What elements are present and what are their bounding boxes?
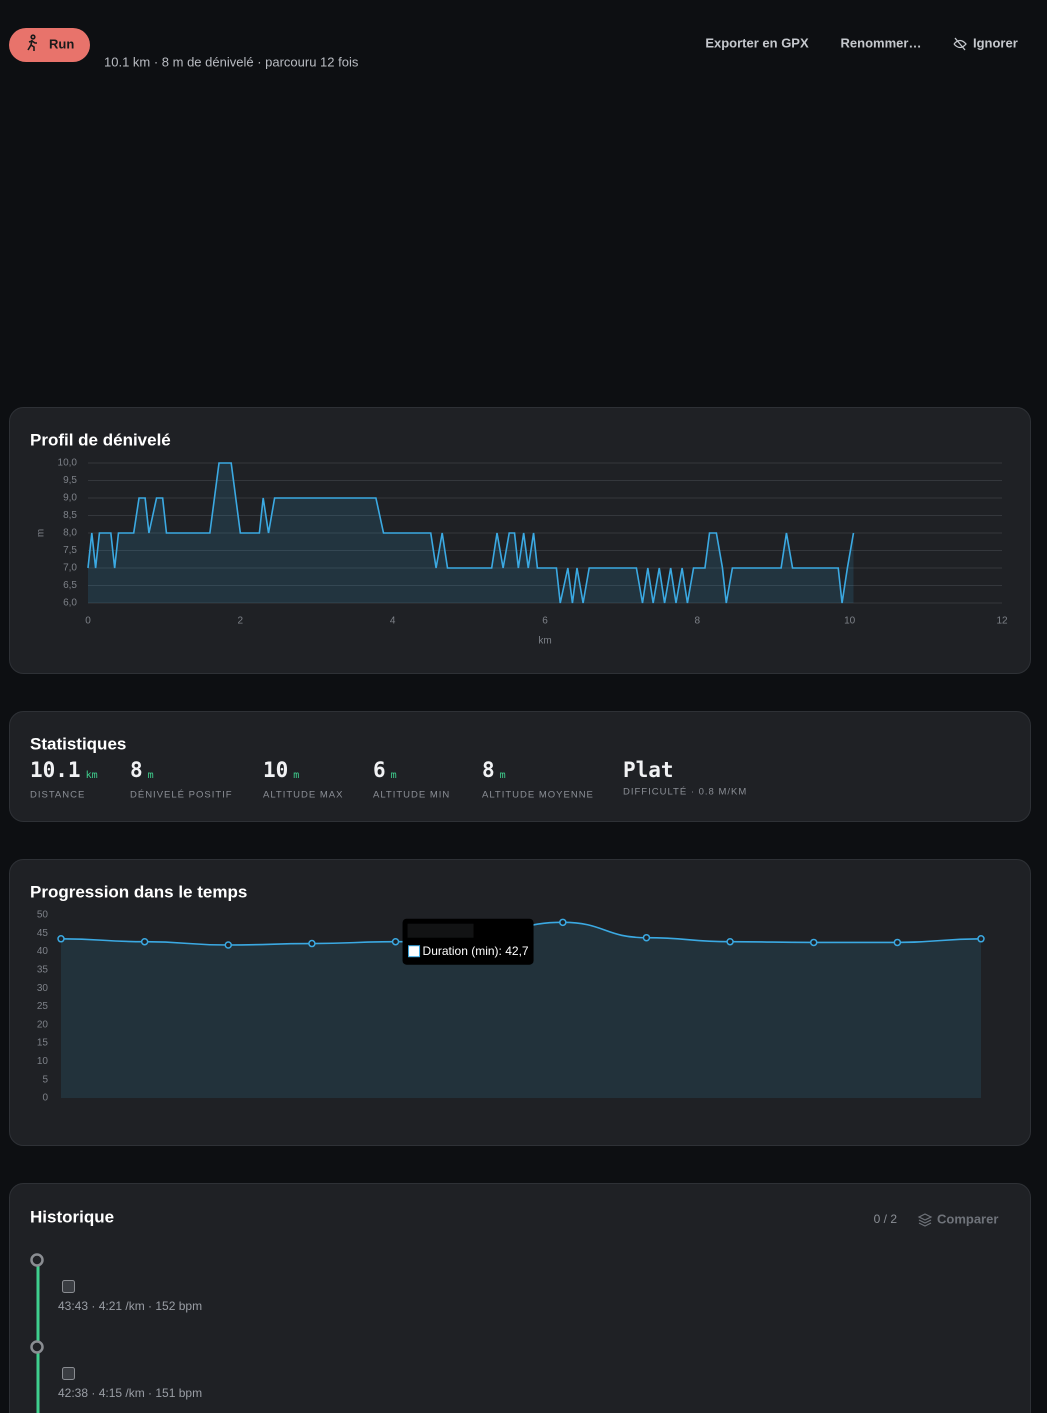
y-tick-label: 9,0 (63, 493, 77, 504)
y-axis-label: m (36, 529, 47, 537)
y-tick-label: 40 (37, 946, 49, 957)
y-tick-label: 7,0 (63, 563, 77, 574)
y-tick-label: 35 (37, 965, 49, 976)
duration-point (726, 937, 734, 946)
stat-unit: km (86, 770, 98, 781)
history-entry: 43:43 · 4:21 /km · 152 bpm (58, 1299, 202, 1313)
runner-icon (27, 34, 37, 51)
duration-point (977, 935, 985, 943)
x-tick-label: 0 (85, 616, 91, 627)
duration-point (57, 935, 65, 943)
stats-card (9, 711, 1031, 822)
card-title: Progression dans le temps (30, 882, 247, 901)
y-tick-label: 20 (37, 1019, 49, 1030)
stat-value: 8 (482, 758, 495, 782)
stat-value: 6 (373, 758, 386, 782)
y-tick-label: 10,0 (58, 458, 78, 469)
y-tick-label: 30 (37, 983, 49, 994)
y-tick-label: 5 (42, 1074, 48, 1085)
card-title: Historique (30, 1207, 114, 1226)
x-tick-label: 8 (695, 616, 701, 627)
history-card (9, 1183, 1031, 1413)
select-checkbox[interactable] (62, 1367, 75, 1380)
stat-label: ALTITUDE MOYENNE (482, 790, 594, 801)
stat-unit: m (500, 770, 506, 781)
tooltip-swatch (408, 945, 421, 958)
y-tick-label: 0 (42, 1093, 48, 1104)
x-tick-label: 6 (542, 616, 548, 627)
y-tick-label: 8,5 (63, 510, 77, 521)
eye-off-icon (953, 37, 967, 51)
y-tick-label: 9,5 (63, 475, 77, 486)
elevation-line (87, 462, 855, 604)
y-tick-label: 25 (37, 1001, 49, 1012)
stat-value: 10 (263, 758, 288, 782)
progression-card (9, 859, 1031, 1146)
stat-label: DISTANCE (30, 790, 85, 801)
x-axis-label: km (538, 636, 551, 647)
activity-badge[interactable] (9, 28, 90, 62)
elevation-card (9, 407, 1031, 674)
duration-area (61, 922, 981, 1098)
badge-label: Run (49, 36, 74, 51)
duration-point (224, 941, 233, 949)
tooltip-text: Duration (min): 42,7 (423, 944, 529, 958)
y-tick-label: 10 (37, 1056, 49, 1067)
stat-label: DIFFICULTÉ · 0.8 M/KM (623, 787, 747, 798)
stat-label: DÉNIVELÉ POSITIF (130, 790, 233, 801)
stat-label: ALTITUDE MIN (373, 790, 450, 801)
stat-value: 10.1 (30, 758, 81, 782)
duration-point (809, 938, 818, 947)
ignore-button[interactable]: Ignorer (973, 35, 1018, 50)
card-title: Profil de dénivelé (30, 430, 171, 449)
x-tick-label: 10 (844, 616, 856, 627)
y-tick-label: 15 (37, 1038, 49, 1049)
compare-button[interactable]: Comparer (937, 1211, 998, 1226)
timeline-node (30, 1340, 44, 1354)
y-tick-label: 50 (37, 910, 49, 921)
stat-unit: m (391, 770, 397, 781)
export-button[interactable]: Exporter en GPX (705, 35, 809, 50)
duration-point (559, 918, 567, 927)
route-summary: 10.1 km · 8 m de dénivelé · parcouru 12 … (104, 54, 359, 69)
duration-point (308, 939, 316, 948)
stat-unit: m (293, 770, 299, 781)
selection-count: 0 / 2 (874, 1212, 898, 1226)
y-tick-label: 7,5 (63, 545, 77, 556)
history-entry: 42:38 · 4:15 /km · 151 bpm (58, 1386, 202, 1400)
y-tick-label: 6,0 (63, 598, 77, 609)
timeline-node (30, 1253, 44, 1267)
x-tick-label: 4 (390, 616, 396, 627)
duration-point (391, 937, 400, 946)
card-title: Statistiques (30, 734, 126, 753)
duration-point (893, 938, 902, 947)
tooltip-header (407, 923, 474, 938)
layers-icon (917, 1213, 933, 1227)
x-tick-label: 12 (996, 616, 1008, 627)
rename-button[interactable]: Renommer… (841, 35, 922, 50)
duration-point (642, 933, 651, 942)
x-tick-label: 2 (238, 616, 244, 627)
stat-label: ALTITUDE MAX (263, 790, 343, 801)
stat-value: 8 (130, 758, 143, 782)
stat-value: Plat (623, 758, 674, 782)
y-tick-label: 8,0 (63, 528, 77, 539)
y-tick-label: 45 (37, 928, 49, 939)
duration-point (140, 937, 149, 946)
stat-unit: m (148, 770, 154, 781)
y-tick-label: 6,5 (63, 580, 77, 591)
select-checkbox[interactable] (62, 1280, 75, 1293)
